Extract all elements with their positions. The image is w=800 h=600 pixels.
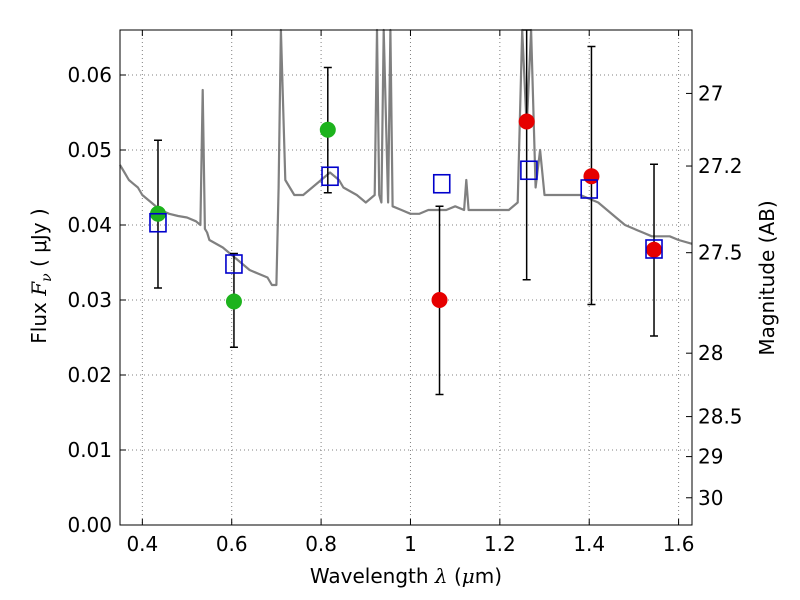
- y-tick-label: 0.01: [67, 438, 112, 462]
- y-tick-label: 0.05: [67, 138, 112, 162]
- right-tick-label: 27.5: [698, 241, 743, 265]
- right-tick-label: 30: [698, 486, 723, 510]
- plot-frame: [119, 29, 693, 526]
- model-photometry-box: [645, 239, 663, 259]
- model-photometry-box: [149, 212, 167, 233]
- y-tick-label: 0.00: [67, 513, 112, 537]
- right-axis-title: Magnitude (AB): [755, 200, 779, 355]
- x-tick-label: 0.8: [305, 532, 337, 556]
- x-tick-label: 1.6: [663, 532, 695, 556]
- grid-lines: [120, 30, 692, 526]
- observed-point-red: [646, 241, 663, 258]
- right-tick-label: 27.2: [698, 154, 743, 178]
- observed-point-green: [225, 293, 242, 310]
- y-tick-label: 0.06: [67, 63, 112, 87]
- right-tick-label: 28.5: [698, 405, 743, 429]
- y-tick-label: 0.02: [67, 363, 112, 387]
- data-points: [149, 113, 663, 310]
- axis-ticks: 0.4 0.6 0.8 1 1.2 1.4 1.6 0.00 0.01 0.02 0.03 0.04 0…: [67, 30, 743, 556]
- model-sed-polyline: [119, 28, 693, 287]
- model-photometry-box: [580, 179, 599, 199]
- right-tick-label: 28: [698, 341, 723, 365]
- x-tick-label: 1.2: [484, 532, 516, 556]
- x-axis-title: Wavelength λ (μm): [310, 564, 502, 588]
- model-photometry-box: [225, 254, 243, 274]
- observed-point-red: [518, 113, 535, 130]
- x-tick-label: 0.6: [216, 532, 248, 556]
- observed-point-red: [431, 292, 448, 308]
- y-axis-title: Flux Fν ( μJy ): [27, 208, 55, 343]
- observed-point-green: [319, 121, 336, 138]
- x-tick-label: 1.4: [573, 532, 605, 556]
- x-tick-label: 0.4: [126, 532, 158, 556]
- model-sed-line: [119, 28, 693, 287]
- model-photometry-box: [432, 173, 451, 194]
- right-tick-label: 27: [698, 81, 723, 105]
- y-tick-label: 0.03: [67, 288, 112, 312]
- model-photometry-boxes: [149, 160, 663, 274]
- x-tick-label: 1: [404, 532, 417, 556]
- y-tick-label: 0.04: [67, 213, 112, 237]
- model-photometry-box: [520, 160, 538, 181]
- model-photometry-box: [321, 166, 339, 187]
- right-tick-label: 29: [698, 445, 723, 469]
